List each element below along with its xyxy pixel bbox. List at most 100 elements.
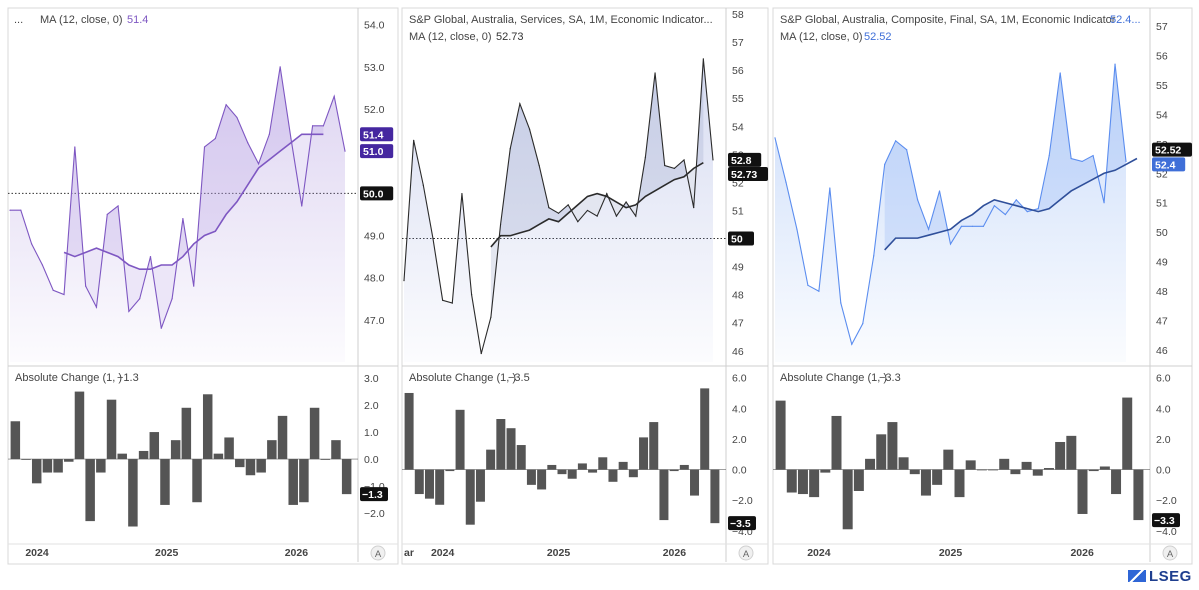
change-bar <box>608 469 618 482</box>
data-point <box>796 228 798 230</box>
y-tick-label: 51 <box>732 205 744 217</box>
panel-frame <box>7 7 399 565</box>
change-bar <box>414 469 424 495</box>
change-bar <box>85 459 95 522</box>
data-point <box>322 125 324 127</box>
change-bar <box>976 469 987 471</box>
data-point <box>31 243 33 245</box>
change-bar <box>138 450 149 460</box>
y-tick-label: 47 <box>732 318 744 330</box>
data-point <box>625 201 627 203</box>
change-bar <box>853 469 864 491</box>
data-point <box>693 207 695 209</box>
data-point <box>490 316 492 318</box>
data-point <box>1103 202 1105 204</box>
sub-value: −1.3 <box>117 372 139 384</box>
data-point <box>422 184 424 186</box>
change-bar <box>21 459 31 460</box>
y-tick-label: 53.0 <box>364 62 385 74</box>
data-point <box>301 205 303 207</box>
series-line-price <box>10 66 346 329</box>
data-point <box>1015 199 1017 201</box>
x-tick-label: 2026 <box>1070 547 1094 559</box>
change-bar <box>1032 469 1043 476</box>
data-point <box>615 215 618 217</box>
data-point <box>673 167 675 169</box>
sub-y-tick-label: −4.0 <box>1156 526 1177 538</box>
data-point <box>960 225 963 227</box>
price-label-text: 52.4 <box>1155 159 1176 171</box>
change-bar <box>496 419 506 470</box>
change-bar <box>341 459 352 495</box>
change-bar <box>1066 435 1077 470</box>
change-bar <box>537 469 547 490</box>
auto-scale-label: A <box>1167 549 1174 560</box>
data-point <box>818 290 820 292</box>
data-point <box>128 310 130 312</box>
sub-price-label-text: −3.3 <box>1154 515 1175 527</box>
data-point <box>509 148 511 150</box>
auto-scale-button[interactable] <box>738 545 754 561</box>
ma-value: 52.73 <box>496 31 524 43</box>
change-bar <box>475 469 485 502</box>
sub-y-tick-label: −2.0 <box>1156 495 1177 507</box>
data-point <box>519 103 521 105</box>
data-point <box>586 209 589 212</box>
data-point <box>20 209 22 211</box>
y-tick-label: 57 <box>1156 21 1168 33</box>
sub-price-label-tag <box>728 516 756 531</box>
series-line-ma <box>490 162 704 248</box>
y-tick-label: 46 <box>732 346 744 358</box>
data-point <box>683 159 685 161</box>
sub-price-label-text: −3.5 <box>730 518 751 530</box>
data-point <box>117 205 119 207</box>
series-line-ma <box>63 133 324 271</box>
change-bar <box>988 469 999 471</box>
change-bar <box>876 434 887 470</box>
ma-value: 52.52 <box>864 31 892 43</box>
data-point <box>927 228 930 230</box>
data-point <box>873 255 875 257</box>
change-bar <box>1133 469 1144 521</box>
ma-label: MA (12, close, 0) <box>409 31 492 43</box>
change-bar <box>649 422 659 470</box>
data-point <box>807 284 809 286</box>
data-point <box>74 146 76 148</box>
change-bar <box>455 409 465 470</box>
x-tick-label: 2026 <box>285 547 309 559</box>
ma-band-fill <box>884 64 1126 250</box>
change-bar <box>887 422 898 470</box>
change-bar <box>659 469 669 521</box>
data-point <box>557 212 560 214</box>
change-bar <box>831 415 842 470</box>
y-tick-label: 52 <box>1156 168 1168 180</box>
change-bar <box>775 400 786 470</box>
data-point <box>906 149 908 151</box>
auto-scale-button[interactable] <box>370 545 386 561</box>
data-point <box>577 221 579 223</box>
sub-y-tick-label: 4.0 <box>1156 403 1171 415</box>
sub-y-tick-label: 1.0 <box>364 427 379 439</box>
change-bar <box>547 464 557 470</box>
change-bar <box>149 432 160 460</box>
sub-value: −3.3 <box>879 372 901 384</box>
change-bar <box>700 388 710 470</box>
x-tick-label: 2025 <box>547 547 571 559</box>
data-point <box>1004 213 1006 216</box>
auto-scale-button[interactable] <box>1162 545 1178 561</box>
data-point <box>774 137 776 139</box>
data-point <box>139 298 141 300</box>
sub-price-label-text: −1.3 <box>362 489 383 501</box>
sub-y-tick-label: 2.0 <box>732 434 747 446</box>
change-bar <box>809 469 820 498</box>
price-label-tag <box>360 186 394 201</box>
data-point <box>538 164 540 167</box>
data-point <box>1048 154 1050 157</box>
data-point <box>971 225 974 227</box>
data-point <box>432 237 434 240</box>
panel-frame <box>772 7 1193 565</box>
data-point <box>106 213 108 216</box>
series-line-ma <box>884 157 1138 251</box>
change-bar <box>999 458 1010 470</box>
y-tick-label: 57 <box>732 37 744 49</box>
